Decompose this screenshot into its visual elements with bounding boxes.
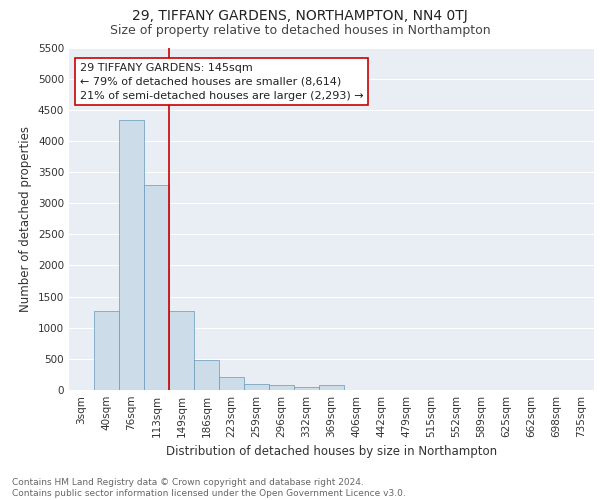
Bar xyxy=(194,360,219,390)
Text: Size of property relative to detached houses in Northampton: Size of property relative to detached ho… xyxy=(110,24,490,37)
Bar xyxy=(219,376,244,390)
Bar xyxy=(319,386,344,390)
Text: 29, TIFFANY GARDENS, NORTHAMPTON, NN4 0TJ: 29, TIFFANY GARDENS, NORTHAMPTON, NN4 0T… xyxy=(132,9,468,23)
Bar xyxy=(269,385,294,390)
Bar xyxy=(294,386,319,390)
Y-axis label: Number of detached properties: Number of detached properties xyxy=(19,126,32,312)
Bar xyxy=(244,384,269,390)
Bar xyxy=(94,311,119,390)
Bar xyxy=(169,311,194,390)
Bar xyxy=(119,120,144,390)
Text: Contains HM Land Registry data © Crown copyright and database right 2024.
Contai: Contains HM Land Registry data © Crown c… xyxy=(12,478,406,498)
Text: 29 TIFFANY GARDENS: 145sqm
← 79% of detached houses are smaller (8,614)
21% of s: 29 TIFFANY GARDENS: 145sqm ← 79% of deta… xyxy=(79,63,363,101)
Bar xyxy=(144,184,169,390)
X-axis label: Distribution of detached houses by size in Northampton: Distribution of detached houses by size … xyxy=(166,446,497,458)
